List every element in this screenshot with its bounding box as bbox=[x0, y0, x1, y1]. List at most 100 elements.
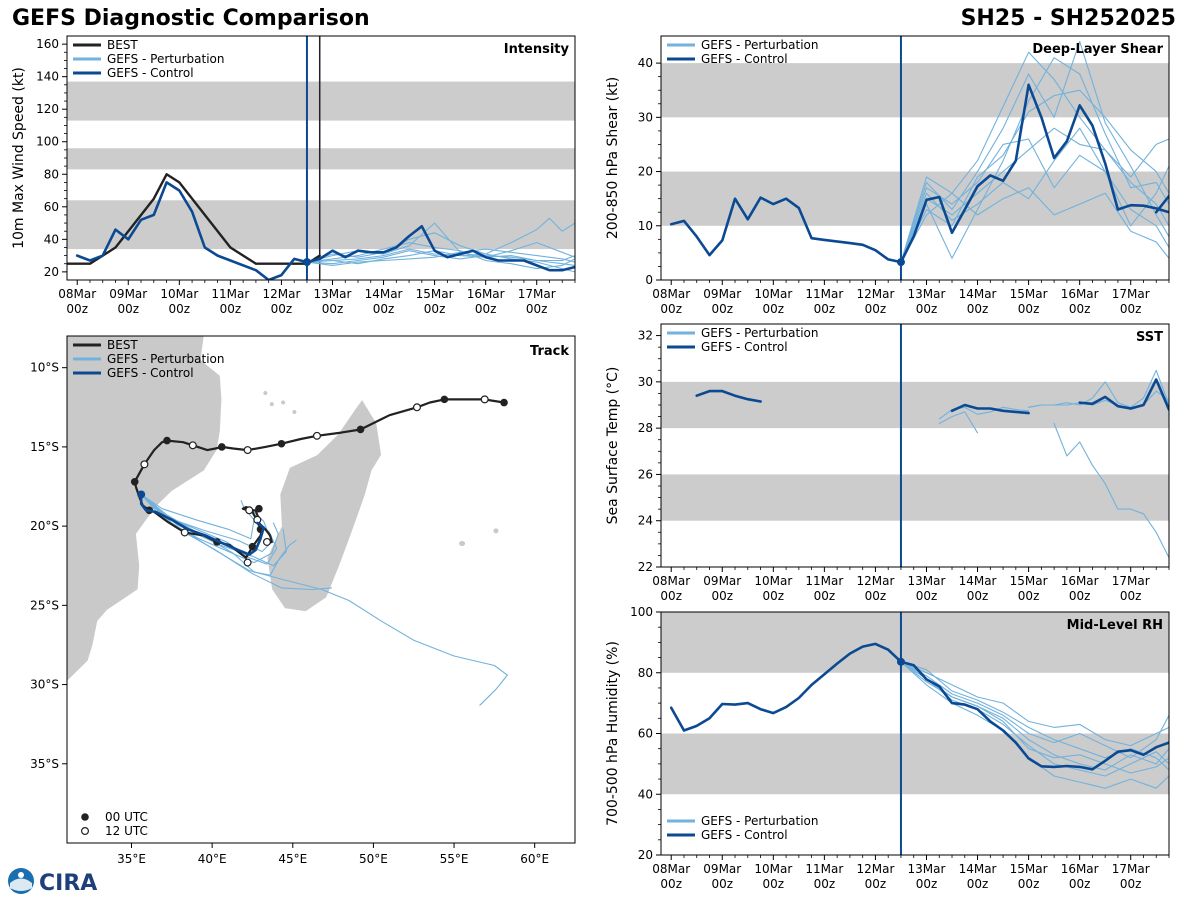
sst-ytick-label: 26 bbox=[638, 467, 653, 481]
rh-control-line bbox=[669, 642, 1169, 771]
shear-control-line bbox=[669, 83, 1169, 264]
shear-xtick-label: 16Mar bbox=[1061, 287, 1099, 301]
rh-xtick-label: 15Mar bbox=[1010, 862, 1048, 876]
sst-xtick-label: 10Mar bbox=[754, 574, 792, 588]
intensity-ytick-label: 20 bbox=[44, 265, 59, 279]
intensity-panel-title: Intensity bbox=[504, 42, 570, 57]
rh-xtick-label: 00z bbox=[1069, 877, 1091, 891]
rh-xtick-label: 00z bbox=[916, 877, 938, 891]
sst-xtick-label: 15Mar bbox=[1010, 574, 1048, 588]
legend-00utc-label: 00 UTC bbox=[105, 810, 148, 824]
legend-12utc-label: 12 UTC bbox=[105, 824, 148, 838]
shear-perturbation-line-7 bbox=[900, 176, 1169, 263]
rh-xtick-label: 00z bbox=[711, 877, 733, 891]
rh-ytick-label: 40 bbox=[638, 787, 653, 801]
intensity-plot-area bbox=[67, 36, 575, 280]
sst-xtick-label: 00z bbox=[711, 589, 733, 603]
track-xtick-label: 50°E bbox=[359, 852, 388, 866]
track-best-12utc-point-3 bbox=[243, 446, 252, 455]
intensity-xtick-label: 17Mar bbox=[518, 287, 556, 301]
sst-ytick-label: 30 bbox=[638, 375, 653, 389]
track-ytick-label: 20°S bbox=[30, 519, 59, 533]
track-panel: 35°E 40°E 45°E 50°E 55°E 60°E 10°S 15°S 20°S 25°S… bbox=[30, 335, 576, 866]
track-xtick-label: 40°E bbox=[198, 852, 227, 866]
track-ytick-label: 10°S bbox=[30, 361, 59, 375]
shear-xtick-label: 11Mar bbox=[805, 287, 843, 301]
sst-panel-title: SST bbox=[1136, 330, 1163, 345]
rh-xtick-label: 10Mar bbox=[754, 862, 792, 876]
sst-panel: 22242628303208Mar00z09Mar00z10Mar00z11Ma… bbox=[605, 323, 1170, 603]
shear-xtick-label: 00z bbox=[814, 302, 836, 316]
rh-ytick-label: 80 bbox=[638, 666, 653, 680]
track-perturbation-line-5 bbox=[140, 493, 287, 567]
mauritius-island bbox=[493, 528, 499, 534]
comoros-island-0 bbox=[263, 391, 268, 396]
sst-xtick-label: 17Mar bbox=[1112, 574, 1150, 588]
legend-label-ctrl: GEFS - Control bbox=[107, 366, 194, 380]
track-ytick-label: 35°S bbox=[30, 757, 59, 771]
rh-perturbation-line-6 bbox=[900, 661, 1169, 771]
track-xtick-label: 45°E bbox=[278, 852, 307, 866]
intensity-init-point bbox=[302, 258, 311, 267]
intensity-xtick-label: 08Mar bbox=[58, 287, 96, 301]
intensity-xtick-label: 00z bbox=[66, 302, 88, 316]
rh-xtick-label: 17Mar bbox=[1112, 862, 1150, 876]
legend-label-pert: GEFS - Perturbation bbox=[107, 52, 224, 66]
track-best-12utc-point-4 bbox=[188, 441, 197, 450]
rh-panel-title: Mid-Level RH bbox=[1067, 618, 1163, 633]
intensity-xtick-label: 00z bbox=[271, 302, 293, 316]
sst-band-0 bbox=[661, 474, 1169, 521]
sst-xtick-label: 00z bbox=[660, 589, 682, 603]
shear-ytick-label: 20 bbox=[638, 165, 653, 179]
track-perturbation-line-6 bbox=[140, 493, 297, 576]
sst-xtick-label: 00z bbox=[865, 589, 887, 603]
shear-perturbation-line-4 bbox=[900, 138, 1169, 263]
rh-plot-area bbox=[661, 612, 1169, 855]
shear-perturbation-line-2 bbox=[900, 57, 1169, 263]
intensity-ytick-label: 160 bbox=[36, 37, 59, 51]
rh-xtick-label: 00z bbox=[660, 877, 682, 891]
rh-perturbation-line-2 bbox=[900, 661, 1169, 759]
track-ytick-label: 15°S bbox=[30, 440, 59, 454]
legend-00utc-marker bbox=[81, 813, 89, 821]
shear-plot-area bbox=[661, 36, 1169, 280]
intensity-xtick-label: 09Mar bbox=[109, 287, 147, 301]
rh-xtick-label: 00z bbox=[1018, 877, 1040, 891]
track-best-00utc-point-5 bbox=[163, 436, 171, 445]
track-best-12utc-point-6 bbox=[180, 528, 189, 537]
shear-xtick-label: 14Mar bbox=[959, 287, 997, 301]
intensity-ytick-label: 140 bbox=[36, 70, 59, 84]
intensity-xtick-label: 00z bbox=[424, 302, 446, 316]
rh-ytick-label: 20 bbox=[638, 848, 653, 862]
shear-xtick-label: 00z bbox=[763, 302, 785, 316]
track-xtick-label: 35°E bbox=[117, 852, 146, 866]
intensity-control-line bbox=[75, 181, 575, 280]
legend-label-best: BEST bbox=[107, 38, 138, 52]
legend-label-ctrl: GEFS - Control bbox=[701, 828, 788, 842]
sst-xtick-label: 00z bbox=[1018, 589, 1040, 603]
track-ytick-label: 25°S bbox=[30, 598, 59, 612]
rh-band-0 bbox=[661, 733, 1169, 795]
legend-label-pert: GEFS - Perturbation bbox=[107, 352, 224, 366]
intensity-xtick-label: 00z bbox=[220, 302, 242, 316]
sst-xtick-label: 00z bbox=[967, 589, 989, 603]
legend-label-best: BEST bbox=[107, 338, 138, 352]
intensity-xtick-label: 00z bbox=[526, 302, 548, 316]
intensity-xtick-label: 15Mar bbox=[416, 287, 454, 301]
shear-perturbation-line-5 bbox=[900, 127, 1169, 263]
track-perturbation-line-4 bbox=[140, 493, 278, 565]
sst-band-1 bbox=[661, 381, 1169, 429]
intensity-ytick-label: 60 bbox=[44, 200, 59, 214]
track-best-12utc-point-2 bbox=[312, 431, 321, 440]
shear-panel-title: Deep-Layer Shear bbox=[1032, 42, 1163, 57]
sst-xtick-label: 00z bbox=[814, 589, 836, 603]
cira-logo-text: CIRA bbox=[39, 871, 97, 896]
sst-control-segment-2 bbox=[1078, 378, 1169, 411]
sst-xtick-label: 08Mar bbox=[652, 574, 690, 588]
rh-xtick-label: 00z bbox=[814, 877, 836, 891]
intensity-xtick-label: 00z bbox=[475, 302, 497, 316]
intensity-xtick-label: 13Mar bbox=[314, 287, 352, 301]
rh-xtick-label: 00z bbox=[967, 877, 989, 891]
sst-xtick-label: 00z bbox=[916, 589, 938, 603]
sst-xtick-label: 14Mar bbox=[959, 574, 997, 588]
